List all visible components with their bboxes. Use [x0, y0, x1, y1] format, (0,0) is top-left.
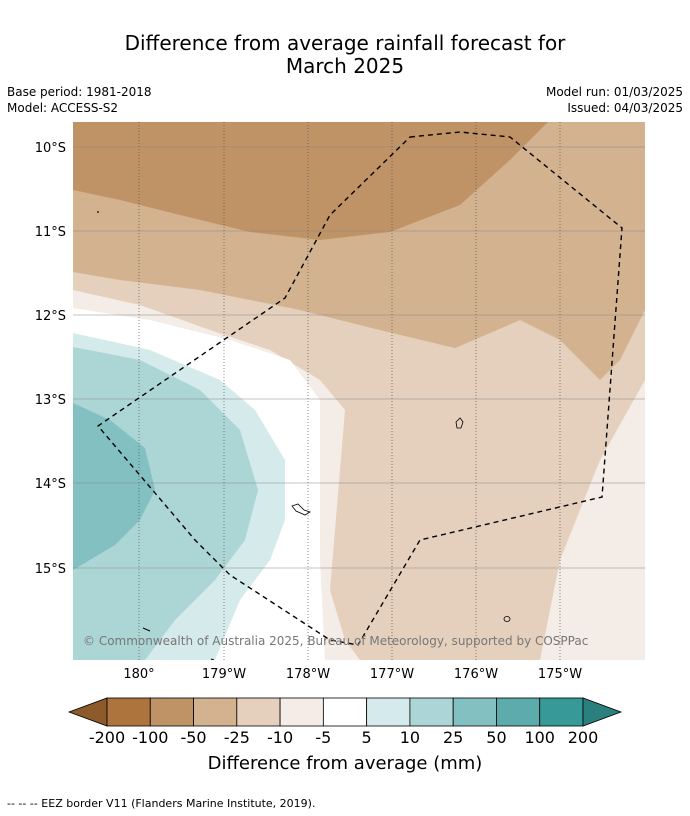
colorbar-tick-label: -50 [180, 728, 207, 747]
colorbar-tick-label: -25 [223, 728, 250, 747]
colorbar-swatch [279, 697, 324, 727]
band-plus25 [73, 403, 155, 570]
model-run-text: Model run: 01/03/2025 [545, 85, 683, 99]
colorbar-swatch [496, 697, 541, 727]
colorbar-tick-label: -200 [88, 728, 126, 747]
colorbar-swatch [409, 697, 454, 727]
lon-label: 177°W [370, 667, 414, 682]
latitude-gridlines [73, 146, 645, 569]
colorbar-swatch [452, 697, 497, 727]
colorbar-swatch [366, 697, 411, 727]
eez-border [96, 131, 623, 646]
base-period-text: Base period: 1981-2018 [7, 85, 152, 99]
island-shape [142, 627, 151, 632]
colorbar [67, 697, 623, 727]
lon-label: 179°W [202, 667, 246, 682]
colorbar-extend-low [67, 697, 108, 727]
island-shape [210, 658, 215, 660]
lat-label: 15°S [35, 562, 66, 577]
colorbar-tick-label: 200 [567, 728, 599, 747]
colorbar-extend-high [582, 697, 623, 727]
issued-text: Issued: 04/03/2025 [567, 101, 683, 115]
band-minus50 [73, 122, 548, 240]
lat-label: 13°S [35, 393, 66, 408]
colorbar-tick-label: 50 [486, 728, 507, 747]
colorbar-swatch [236, 697, 281, 727]
longitude-labels: 180° 179°W 178°W 177°W 176°W 175°W [123, 667, 582, 682]
copyright-text: © Commonwealth of Australia 2025, Bureau… [83, 634, 588, 648]
island-shape [97, 211, 99, 213]
colorbar-tick-label: 25 [442, 728, 464, 747]
latitude-labels: 10°S 11°S 12°S 13°S 14°S 15°S [35, 141, 66, 577]
colorbar-tick-label: 10 [399, 728, 421, 747]
colorbar-swatch [106, 697, 151, 727]
map-area: © Commonwealth of Australia 2025, Bureau… [73, 122, 645, 660]
island-shape [291, 503, 311, 516]
colorbar-swatch [149, 697, 194, 727]
island-shape [455, 417, 464, 429]
lon-label: 175°W [538, 667, 582, 682]
title-line-1: Difference from average rainfall forecas… [124, 31, 566, 55]
right-metadata: Model run: 01/03/2025 Issued: 04/03/2025 [546, 84, 683, 116]
lat-label: 10°S [35, 141, 66, 156]
colorbar-swatch [539, 697, 584, 727]
band-plus10 [73, 347, 258, 660]
colorbar-swatch [193, 697, 238, 727]
island-shape [503, 616, 511, 622]
lon-label: 180° [123, 667, 154, 682]
colorbar-tick-label: 5 [361, 728, 372, 747]
map-title: Difference from average rainfall forecas… [0, 32, 690, 78]
colorbar-tick-label: -5 [315, 728, 332, 747]
lat-label: 12°S [35, 309, 66, 324]
colorbar-tick-label: -10 [267, 728, 294, 747]
lat-label: 14°S [35, 477, 66, 492]
lon-label: 178°W [286, 667, 330, 682]
colorbar-swatch [322, 697, 368, 727]
model-text: Model: ACCESS-S2 [7, 101, 119, 115]
colorbar-tick-label: 100 [524, 728, 555, 747]
lat-label: 11°S [35, 225, 66, 240]
left-metadata: Base period: 1981-2018 Model: ACCESS-S2 [7, 84, 152, 116]
colorbar-tick-label: -100 [132, 728, 169, 747]
title-line-2: March 2025 [285, 54, 405, 78]
colorbar-title: Difference from average (mm) [207, 753, 483, 774]
lon-label: 176°W [454, 667, 498, 682]
eez-legend-text: -- -- -- EEZ border V11 (Flanders Marine… [7, 797, 316, 810]
